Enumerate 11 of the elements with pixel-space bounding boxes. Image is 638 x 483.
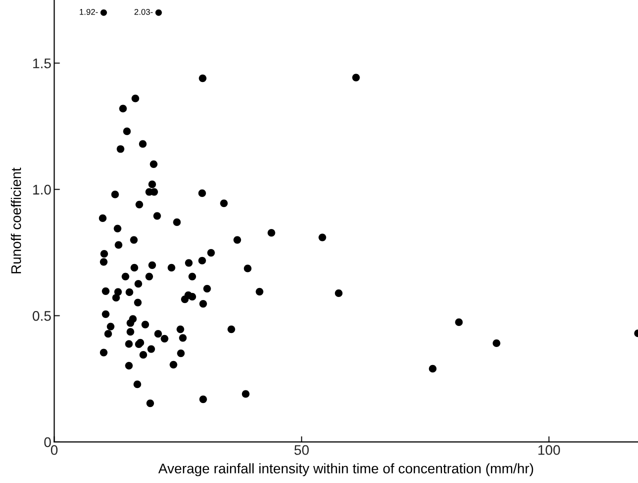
- annotation: 2.03-: [134, 8, 153, 15]
- x-tick-label: 0: [50, 445, 58, 455]
- y-tick-label: 1.5: [33, 58, 51, 68]
- y-axis-title: Runoff coefficient: [10, 168, 22, 274]
- y-tick-label: 0.5: [32, 311, 51, 321]
- x-tick-label: 50: [294, 445, 309, 455]
- y-tick-label: 0: [44, 437, 51, 448]
- x-tick-label: 100: [538, 445, 560, 455]
- annotation: 1.92-: [80, 8, 98, 15]
- y-tick-label: 1.0: [33, 184, 51, 195]
- x-axis-title: Average rainfall intensity within time of concentration (mm/hr): [158, 463, 534, 476]
